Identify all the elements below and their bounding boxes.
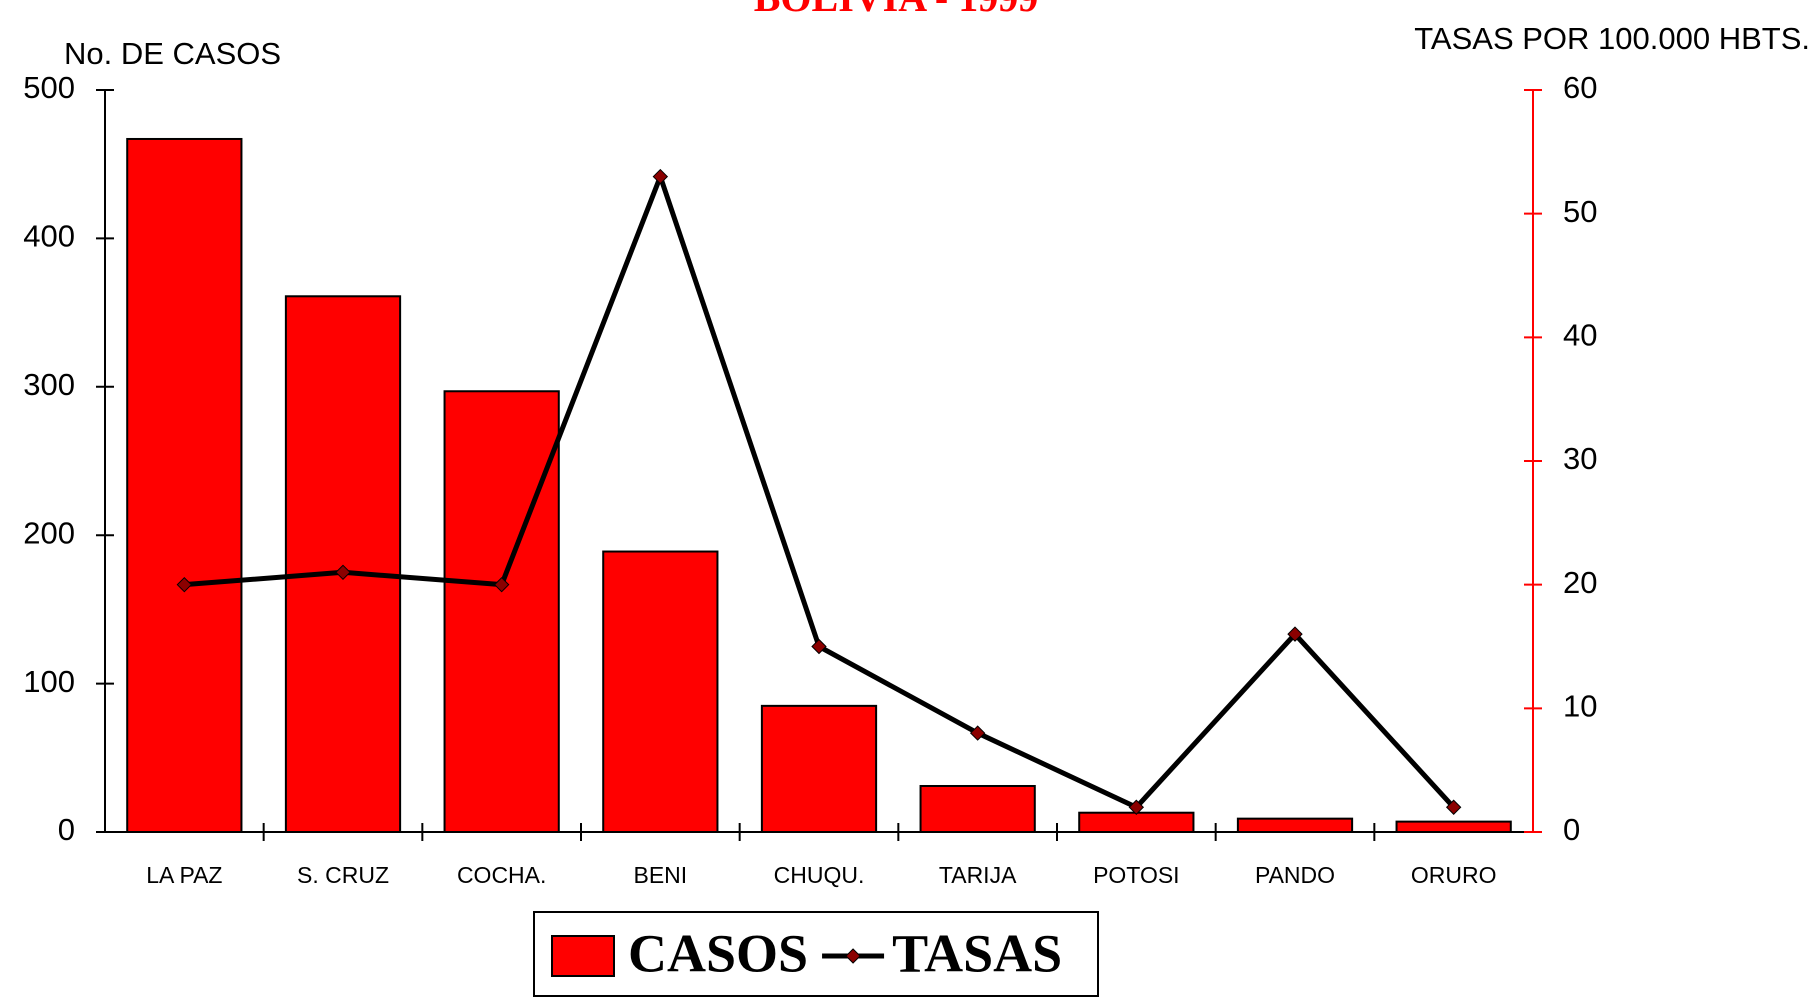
y2-tick-label: 50 xyxy=(1563,194,1597,229)
bar xyxy=(284,295,402,833)
marker xyxy=(335,564,351,581)
marker xyxy=(1287,626,1303,642)
marker xyxy=(652,168,669,185)
y-tick-label: 100 xyxy=(23,664,75,699)
x-tick-label: S. CRUZ xyxy=(297,862,389,888)
marker xyxy=(1445,799,1462,815)
legend-box xyxy=(533,911,1099,997)
marker xyxy=(811,638,827,655)
x-tick-label: ORURO xyxy=(1411,862,1497,888)
x-tick-label: COCHA. xyxy=(457,862,546,888)
y2-tick-label: 20 xyxy=(1563,565,1597,600)
bar xyxy=(443,390,560,833)
y2-tick-label: 30 xyxy=(1563,441,1597,476)
chart-title: BOLIVIA - 1999 xyxy=(754,0,1039,20)
marker xyxy=(493,576,510,593)
legend-label: CASOS xyxy=(628,923,808,983)
y-tick-label: 200 xyxy=(23,515,75,550)
marker xyxy=(1128,799,1145,815)
bar xyxy=(1395,820,1512,833)
marker xyxy=(969,725,986,741)
y2-tick-label: 60 xyxy=(1563,70,1597,105)
bar xyxy=(1236,817,1354,833)
y2-tick-label: 0 xyxy=(1563,812,1580,847)
x-tick-label: CHUQU. xyxy=(774,862,865,888)
bar xyxy=(602,550,719,833)
x-tick-label: BENI xyxy=(633,862,687,888)
legend-label: TASAS xyxy=(892,923,1062,983)
bar xyxy=(1078,811,1195,834)
bar xyxy=(919,784,1036,833)
y2-tick-label: 40 xyxy=(1563,318,1597,353)
y-axis-label: No. DE CASOS xyxy=(64,36,281,71)
marker xyxy=(176,576,193,593)
bar xyxy=(760,704,878,833)
y-tick-label: 0 xyxy=(58,812,75,847)
legend-swatch xyxy=(551,935,615,977)
y-tick-label: 300 xyxy=(23,367,75,402)
y-tick-label: 500 xyxy=(23,70,75,105)
bar xyxy=(126,137,243,834)
y-tick-label: 400 xyxy=(23,219,75,254)
legend-marker xyxy=(845,948,861,964)
x-tick-label: TARIJA xyxy=(939,862,1017,888)
x-tick-label: LA PAZ xyxy=(146,862,222,888)
x-tick-label: PANDO xyxy=(1255,862,1335,888)
y2-tick-label: 10 xyxy=(1563,689,1597,724)
x-tick-label: POTOSI xyxy=(1093,862,1180,888)
y2-axis-label: TASAS POR 100.000 HBTS. xyxy=(1414,21,1810,56)
